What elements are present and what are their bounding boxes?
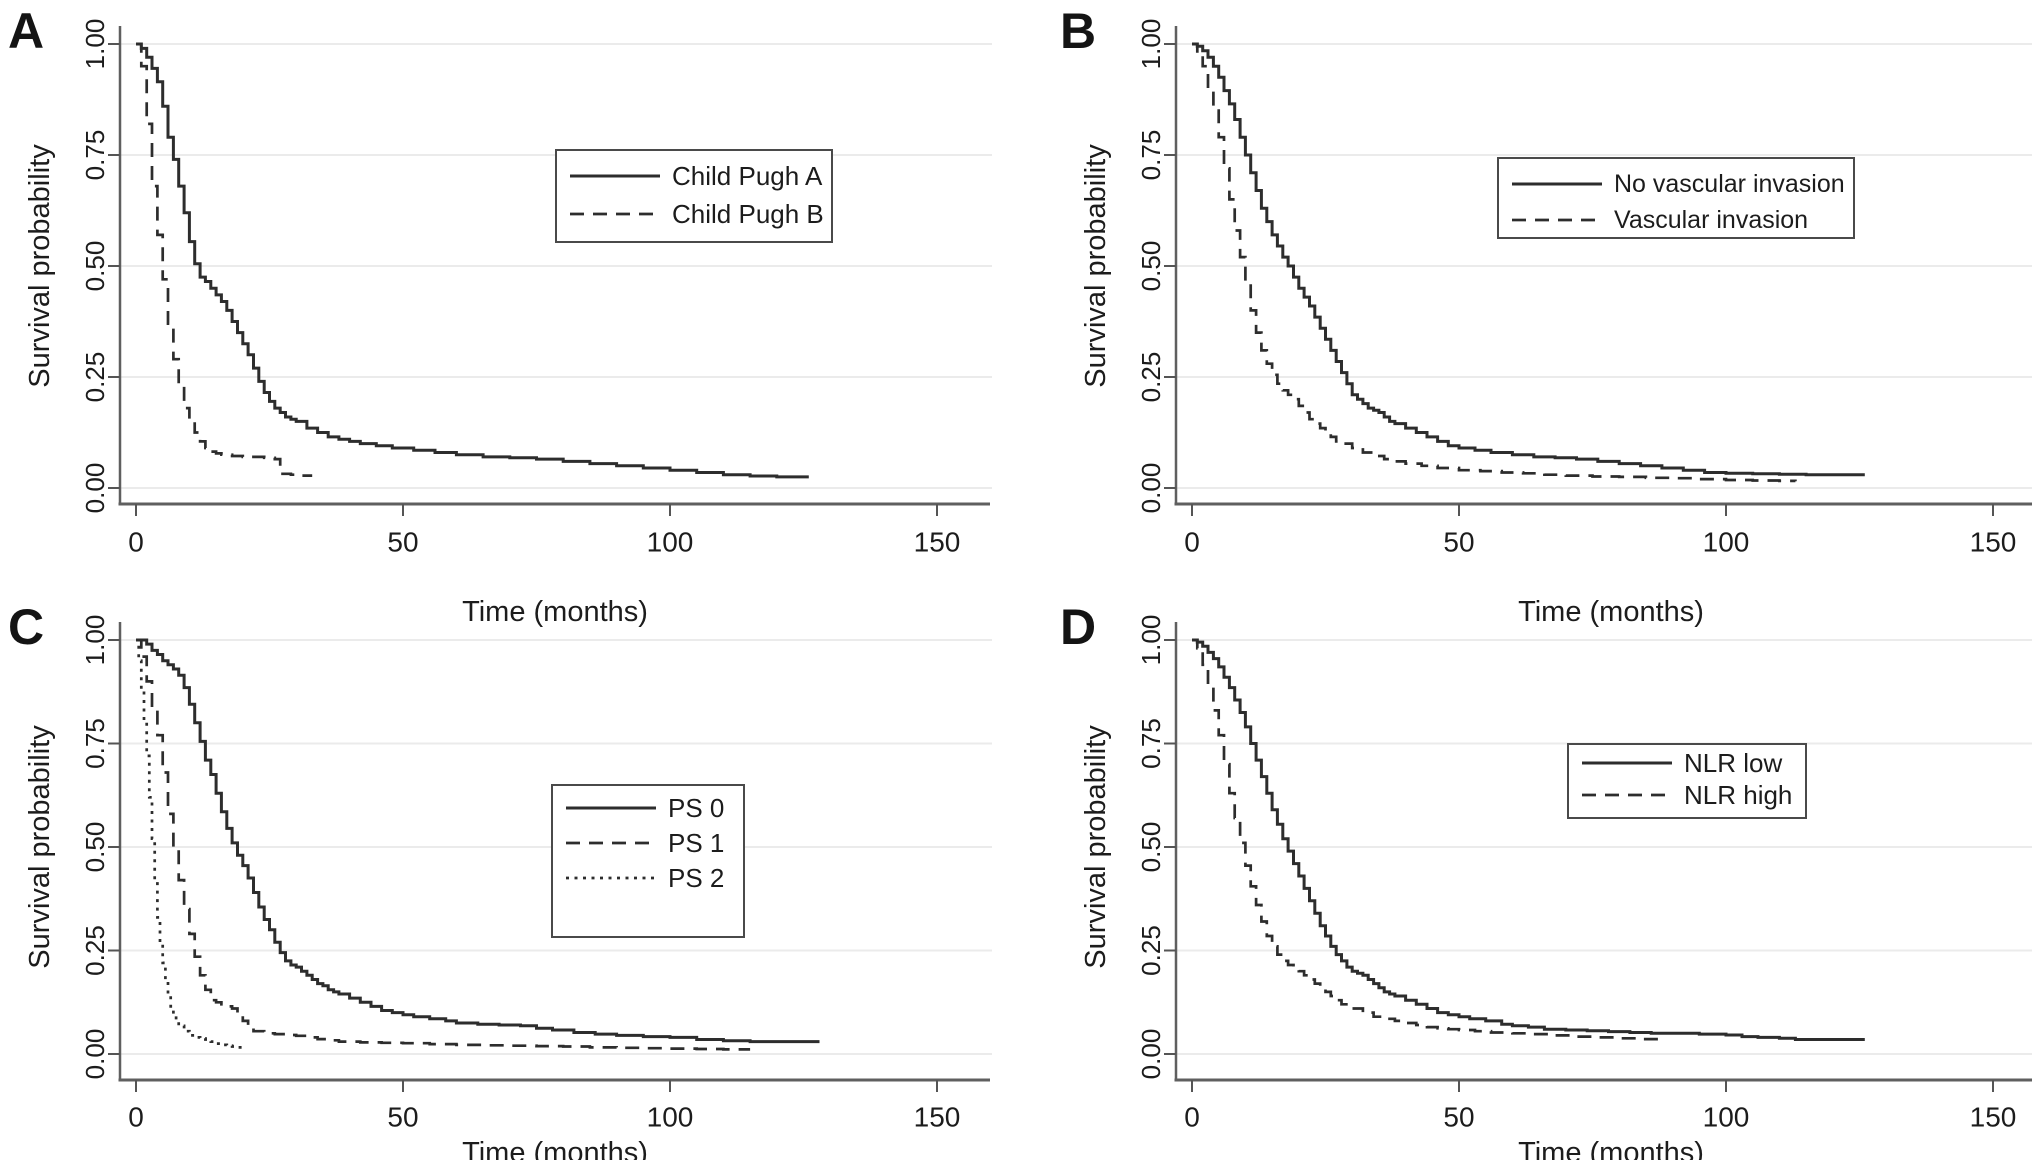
legend-label-ps-2: PS 2 — [668, 863, 724, 893]
legend: Child Pugh A Child Pugh B — [555, 149, 833, 243]
y-tick-label-0.50: 0.50 — [80, 822, 110, 873]
x-tick-label-150: 150 — [1970, 527, 2017, 558]
y-tick-label-0.50: 0.50 — [1136, 241, 1166, 292]
legend-label-vascular-invasion: Vascular invasion — [1614, 206, 1808, 234]
legend-box — [1567, 743, 1807, 819]
panel-c: C 1.00 0.75 0.50 0.25 0.00 0 50 100 150 Survival … — [0, 596, 1016, 1160]
x-axis-title: Time (months) — [462, 596, 648, 628]
y-tick-label-0.50: 0.50 — [80, 241, 110, 292]
x-tick-label-100: 100 — [1703, 527, 1750, 558]
legend-box — [555, 149, 833, 243]
panel-c-chart: 1.00 0.75 0.50 0.25 0.00 0 50 100 150 Survival pr… — [24, 615, 992, 1160]
panel-a-letter: A — [8, 3, 46, 59]
y-axis-title: Survival probability — [1080, 144, 1112, 388]
legend-label-no-vascular-invasion: No vascular invasion — [1614, 170, 1845, 198]
x-axis-title: Time (months) — [1518, 1137, 1704, 1160]
x-tick-label-50: 50 — [1443, 1102, 1474, 1133]
y-tick-label-1.00: 1.00 — [1136, 615, 1166, 666]
y-tick-label-0.75: 0.75 — [80, 130, 110, 181]
no-vascular-invasion-curve — [1192, 42, 1865, 477]
y-tick-label-0.25: 0.25 — [1136, 925, 1166, 976]
x-tick-label-0: 0 — [128, 1102, 144, 1133]
ps-1-curve — [136, 638, 751, 1051]
legend-box — [551, 784, 745, 938]
gridlines — [120, 43, 992, 489]
legend-label-child-pugh-b: Child Pugh B — [672, 199, 824, 229]
y-tick-label-0.00: 0.00 — [1136, 1029, 1166, 1080]
panel-a-chart: 1.00 0.75 0.50 0.25 0.00 0 50 100 150 Survival pr… — [24, 19, 992, 628]
x-tick-label-50: 50 — [387, 527, 418, 558]
y-tick-label-0.00: 0.00 — [1136, 463, 1166, 514]
x-tick-label-100: 100 — [1703, 1102, 1750, 1133]
x-tick-label-0: 0 — [1184, 1102, 1200, 1133]
legend: PS 0 PS 1 PS 2 — [551, 784, 745, 938]
y-tick-label-1.00: 1.00 — [80, 19, 110, 70]
x-tick-label-100: 100 — [647, 527, 694, 558]
y-axis-title: Survival probability — [1080, 725, 1112, 969]
ps-0-curve — [136, 638, 820, 1044]
gridlines — [120, 639, 992, 1055]
legend-label-ps-0: PS 0 — [668, 793, 724, 823]
legend-label-nlr-high: NLR high — [1684, 780, 1792, 810]
y-tick-label-0.00: 0.00 — [80, 463, 110, 514]
x-tick-label-100: 100 — [647, 1102, 694, 1133]
child-pugh-b-curve — [136, 42, 313, 477]
x-tick-label-0: 0 — [1184, 527, 1200, 558]
x-tick-label-50: 50 — [387, 1102, 418, 1133]
ps-2-curve — [136, 638, 245, 1049]
legend: No vascular invasion Vascular invasion — [1497, 157, 1855, 239]
panel-d-letter: D — [1060, 599, 1098, 655]
legend-label-child-pugh-a: Child Pugh A — [672, 161, 823, 191]
panel-a: A 1.00 0.75 0.50 0.25 0.00 0 50 100 150 Survival … — [0, 0, 1016, 644]
y-tick-label-0.75: 0.75 — [1136, 130, 1166, 181]
panel-b-chart: 1.00 0.75 0.50 0.25 0.00 0 50 100 150 Survival pr… — [1080, 19, 2032, 628]
y-tick-label-0.00: 0.00 — [80, 1029, 110, 1080]
nlr-low-curve — [1192, 638, 1865, 1041]
y-axis-title: Survival probability — [24, 144, 56, 388]
y-tick-label-1.00: 1.00 — [80, 615, 110, 666]
x-tick-label-50: 50 — [1443, 527, 1474, 558]
panel-c-letter: C — [8, 599, 46, 655]
y-tick-label-0.25: 0.25 — [1136, 352, 1166, 403]
panel-d: D 1.00 0.75 0.50 0.25 0.00 0 50 100 150 Survival … — [1016, 596, 2032, 1160]
x-tick-label-0: 0 — [128, 527, 144, 558]
x-axis-title: Time (months) — [462, 1137, 648, 1160]
panel-b: B 1.00 0.75 0.50 0.25 0.00 0 50 100 150 Survival … — [1016, 0, 2032, 644]
panel-d-chart: 1.00 0.75 0.50 0.25 0.00 0 50 100 150 Survival pr… — [1080, 615, 2032, 1160]
y-tick-label-0.50: 0.50 — [1136, 822, 1166, 873]
y-tick-label-0.25: 0.25 — [80, 925, 110, 976]
gridlines — [1176, 43, 2032, 489]
y-tick-label-1.00: 1.00 — [1136, 19, 1166, 70]
x-axis-title: Time (months) — [1518, 596, 1704, 628]
x-tick-label-150: 150 — [1970, 1102, 2017, 1133]
legend-box — [1497, 157, 1855, 239]
legend-label-ps-1: PS 1 — [668, 828, 724, 858]
y-tick-label-0.25: 0.25 — [80, 352, 110, 403]
vascular-invasion-curve — [1192, 42, 1797, 483]
y-axis-title: Survival probability — [24, 725, 56, 969]
legend-label-nlr-low: NLR low — [1684, 748, 1782, 778]
x-tick-label-150: 150 — [914, 527, 961, 558]
y-tick-label-0.75: 0.75 — [1136, 718, 1166, 769]
child-pugh-a-curve — [136, 42, 809, 479]
y-tick-label-0.75: 0.75 — [80, 718, 110, 769]
x-tick-label-150: 150 — [914, 1102, 961, 1133]
panel-b-letter: B — [1060, 3, 1098, 59]
nlr-high-curve — [1192, 638, 1664, 1041]
gridlines — [1176, 639, 2032, 1055]
